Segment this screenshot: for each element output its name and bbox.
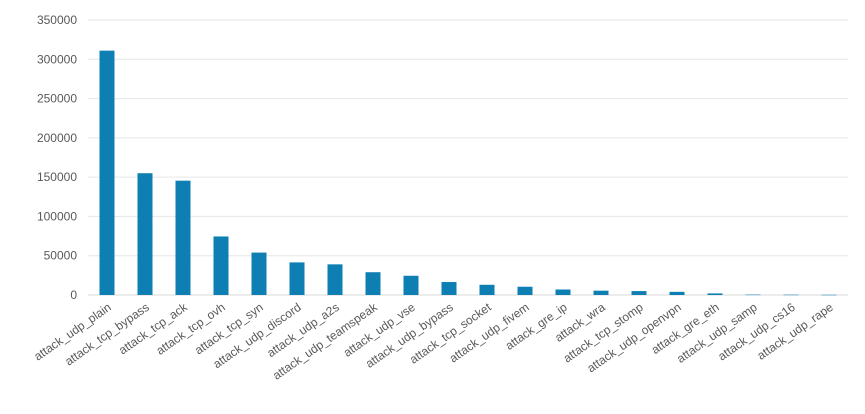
y-tick-label: 250000 xyxy=(37,92,77,106)
y-tick-label: 50000 xyxy=(44,249,78,263)
bar-attack-tcp-stomp xyxy=(631,291,647,295)
bar-attack-udp-rape xyxy=(821,294,837,296)
bar-attack-udp-teamspeak xyxy=(365,272,381,295)
x-axis-labels: attack_udp_plainattack_tcp_bypassattack_… xyxy=(31,299,836,382)
y-tick-label: 200000 xyxy=(37,131,77,145)
bar-attack-udp-cs16 xyxy=(783,294,799,296)
bar-attack-udp-fivem xyxy=(517,286,533,295)
y-tick-label: 300000 xyxy=(37,52,77,66)
bar-attack-wra xyxy=(593,290,609,295)
y-axis-ticks: 0 50000 100000 150000 200000 250000 300000 3500… xyxy=(37,13,77,302)
bar-attack-udp-discord xyxy=(289,262,305,295)
y-tick-label: 0 xyxy=(70,288,77,302)
bar-attack-gre-ip xyxy=(555,289,571,295)
bar-attack-udp-samp xyxy=(745,294,761,296)
bar-attack-tcp-ack xyxy=(175,180,191,295)
bar-attack-tcp-ovh xyxy=(213,236,229,295)
y-tick-label: 150000 xyxy=(37,170,77,184)
bars xyxy=(99,50,837,296)
bar-attack-udp-openvpn xyxy=(669,291,685,295)
y-tick-label: 350000 xyxy=(37,13,77,27)
bar-attack-udp-a2s xyxy=(327,264,343,295)
bar-attack-tcp-bypass xyxy=(137,173,153,295)
bar-attack-udp-bypass xyxy=(441,282,457,295)
bar-attack-udp-vse xyxy=(403,275,419,295)
bar-attack-tcp-socket xyxy=(479,284,495,295)
bar-attack-tcp-syn xyxy=(251,252,267,295)
bar-attack-udp-plain xyxy=(99,50,115,296)
y-tick-label: 100000 xyxy=(37,209,77,223)
gridlines xyxy=(88,19,848,296)
bar-attack-gre-eth xyxy=(707,293,723,295)
